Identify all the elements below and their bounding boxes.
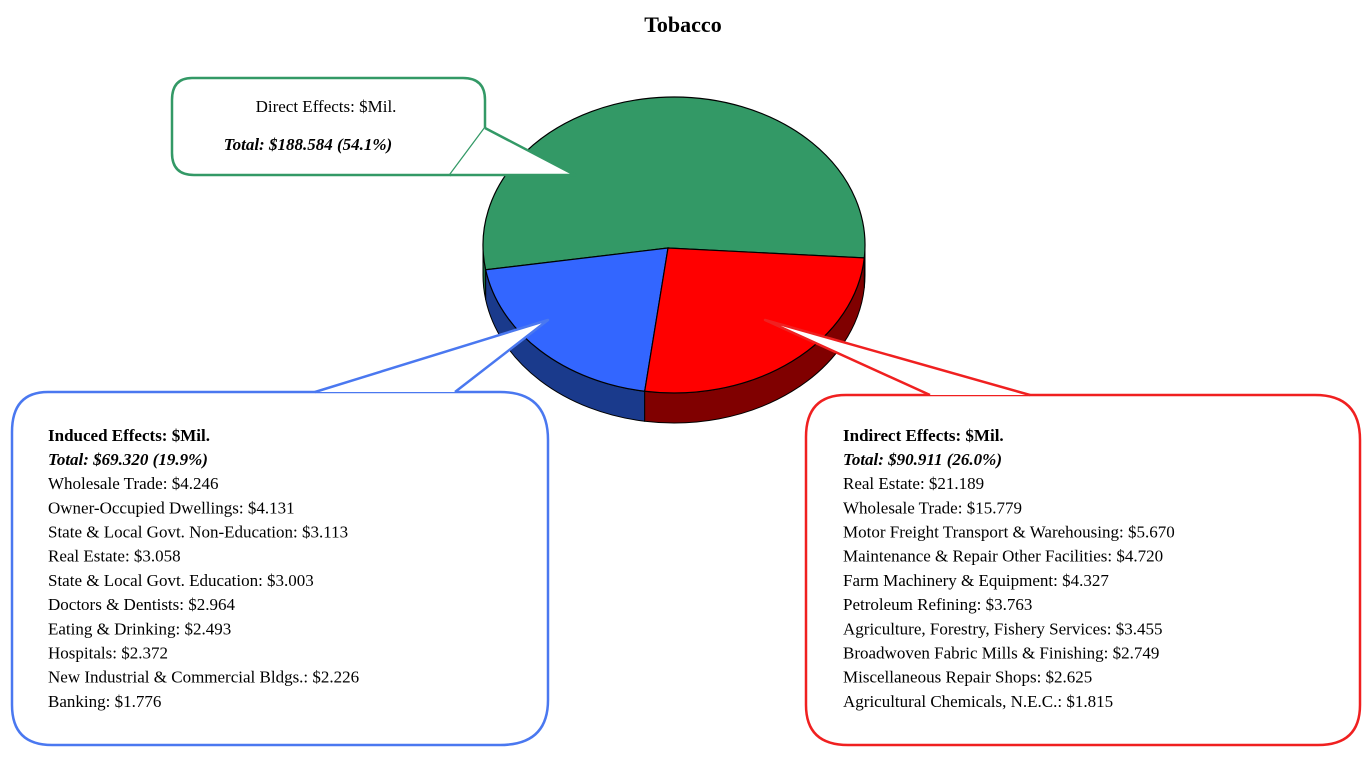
callout-item: Broadwoven Fabric Mills & Finishing: $2.… — [843, 644, 1159, 663]
pie-slice — [644, 247, 865, 394]
direct-callout — [170, 76, 487, 177]
induced-callout — [10, 390, 550, 747]
callout-item: Real Estate: $3.058 — [48, 547, 181, 566]
callout-item: Wholesale Trade: $4.246 — [48, 474, 218, 493]
callout-total: Total: $188.584 (54.1%) — [224, 135, 392, 154]
callout-item: Miscellaneous Repair Shops: $2.625 — [843, 668, 1092, 687]
indirect-pointer — [763, 318, 1031, 397]
callout-item: Owner-Occupied Dwellings: $4.131 — [48, 498, 295, 517]
callout-item: Motor Freight Transport & Warehousing: $… — [843, 523, 1175, 542]
callout-item: State & Local Govt. Education: $3.003 — [48, 571, 314, 590]
induced-pointer — [314, 318, 550, 394]
callout-item: New Industrial & Commercial Bldgs.: $2.2… — [48, 668, 359, 687]
callout-item: State & Local Govt. Non-Education: $3.11… — [48, 523, 348, 542]
callout-total: Total: $69.320 (19.9%) — [48, 450, 208, 469]
callout-heading: Direct Effects: $Mil. — [256, 97, 397, 116]
callout-item: Banking: $1.776 — [48, 692, 161, 711]
pie-slice — [484, 247, 669, 392]
callout-total: Total: $90.911 (26.0%) — [843, 450, 1002, 469]
callout-heading: Indirect Effects: $Mil. — [843, 426, 1004, 445]
callout-item: Agricultural Chemicals, N.E.C.: $1.815 — [843, 692, 1113, 711]
callout-item: Wholesale Trade: $15.779 — [843, 498, 1022, 517]
callout-item: Hospitals: $2.372 — [48, 644, 168, 663]
indirect-callout — [804, 393, 1362, 747]
labels: Direct Effects: $Mil. Total: $188.584 (54… — [48, 97, 1175, 711]
chart-title: Tobacco — [644, 12, 721, 37]
callout-item: Agriculture, Forestry, Fishery Services:… — [843, 619, 1162, 638]
callout-item: Petroleum Refining: $3.763 — [843, 595, 1032, 614]
callout-boxes — [10, 76, 1362, 747]
direct-pointer — [450, 126, 577, 177]
callout-item: Doctors & Dentists: $2.964 — [48, 595, 235, 614]
callout-pointers — [314, 126, 1031, 397]
pie — [482, 96, 866, 424]
pie-slice — [482, 96, 866, 271]
callout-item: Farm Machinery & Equipment: $4.327 — [843, 571, 1109, 590]
callout-item: Eating & Drinking: $2.493 — [48, 619, 231, 638]
callout-heading: Induced Effects: $Mil. — [48, 426, 210, 445]
callout-item: Real Estate: $21.189 — [843, 474, 984, 493]
callout-item: Maintenance & Repair Other Facilities: $… — [843, 547, 1163, 566]
